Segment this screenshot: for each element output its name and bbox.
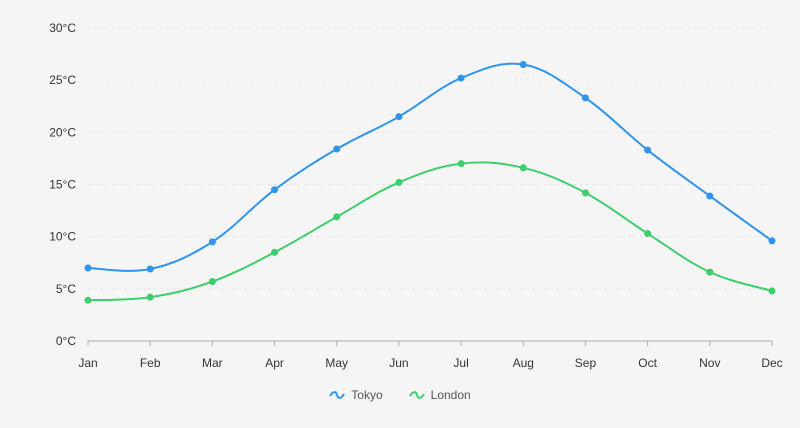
london-data-point bbox=[146, 293, 154, 301]
x-tick-label: Sep bbox=[575, 356, 597, 370]
x-tick-label: Jan bbox=[78, 356, 97, 370]
data-points bbox=[84, 61, 776, 304]
tokyo-data-point bbox=[146, 265, 154, 273]
london-data-point bbox=[644, 230, 652, 238]
x-tick-label: Oct bbox=[638, 356, 657, 370]
tokyo-data-point bbox=[395, 113, 403, 121]
tokyo-data-point bbox=[333, 145, 341, 153]
london-data-point bbox=[457, 160, 465, 168]
x-tick-label: Jul bbox=[453, 356, 468, 370]
series-lines bbox=[87, 62, 773, 302]
y-tick-label: 0°C bbox=[56, 334, 76, 348]
legend-label: Tokyo bbox=[351, 388, 383, 402]
axes: 0°C 5°C 10°C 15°C 20°C 25°C 30°C Jan Feb Mar Apr Ma… bbox=[49, 21, 782, 370]
y-tick-label: 20°C bbox=[49, 125, 76, 139]
legend-swatch-icon bbox=[408, 391, 425, 399]
tokyo-data-point bbox=[271, 186, 279, 194]
london-data-point bbox=[271, 248, 279, 256]
legend-swatch-icon bbox=[329, 391, 346, 399]
tokyo-series-line bbox=[87, 62, 773, 272]
tokyo-data-point bbox=[768, 237, 776, 245]
london-series-line bbox=[87, 161, 773, 302]
tokyo-data-point bbox=[519, 61, 527, 69]
london-data-point bbox=[395, 178, 403, 186]
legend-item-tokyo[interactable]: Tokyo bbox=[329, 388, 383, 402]
tokyo-data-point bbox=[644, 146, 652, 154]
y-tick-label: 10°C bbox=[49, 230, 76, 244]
x-tick-label: Aug bbox=[513, 356, 534, 370]
y-tick-label: 25°C bbox=[49, 73, 76, 87]
grid-lines bbox=[88, 27, 772, 290]
tokyo-data-point bbox=[457, 74, 465, 82]
y-tick-label: 5°C bbox=[56, 282, 76, 296]
x-tick-label: Jun bbox=[389, 356, 408, 370]
legend-item-london[interactable]: London bbox=[408, 388, 471, 402]
y-tick-label: 15°C bbox=[49, 178, 76, 192]
london-data-point bbox=[208, 278, 216, 286]
x-tick-label: Apr bbox=[265, 356, 284, 370]
tokyo-data-point bbox=[581, 94, 589, 102]
tokyo-data-point bbox=[706, 192, 714, 200]
london-data-point bbox=[706, 268, 714, 276]
london-data-point bbox=[519, 164, 527, 172]
y-tick-label: 30°C bbox=[49, 21, 76, 35]
x-tick-label: Feb bbox=[140, 356, 161, 370]
tokyo-data-point bbox=[84, 264, 92, 272]
x-tick-label: Dec bbox=[761, 356, 782, 370]
x-tick-label: Mar bbox=[202, 356, 223, 370]
x-tick-label: Nov bbox=[699, 356, 720, 370]
london-data-point bbox=[581, 189, 589, 197]
x-tick-label: May bbox=[325, 356, 348, 370]
london-data-point bbox=[333, 213, 341, 221]
london-data-point bbox=[768, 287, 776, 295]
legend: Tokyo London bbox=[0, 385, 800, 405]
tokyo-data-point bbox=[208, 238, 216, 246]
london-data-point bbox=[84, 296, 92, 304]
legend-label: London bbox=[430, 388, 471, 402]
